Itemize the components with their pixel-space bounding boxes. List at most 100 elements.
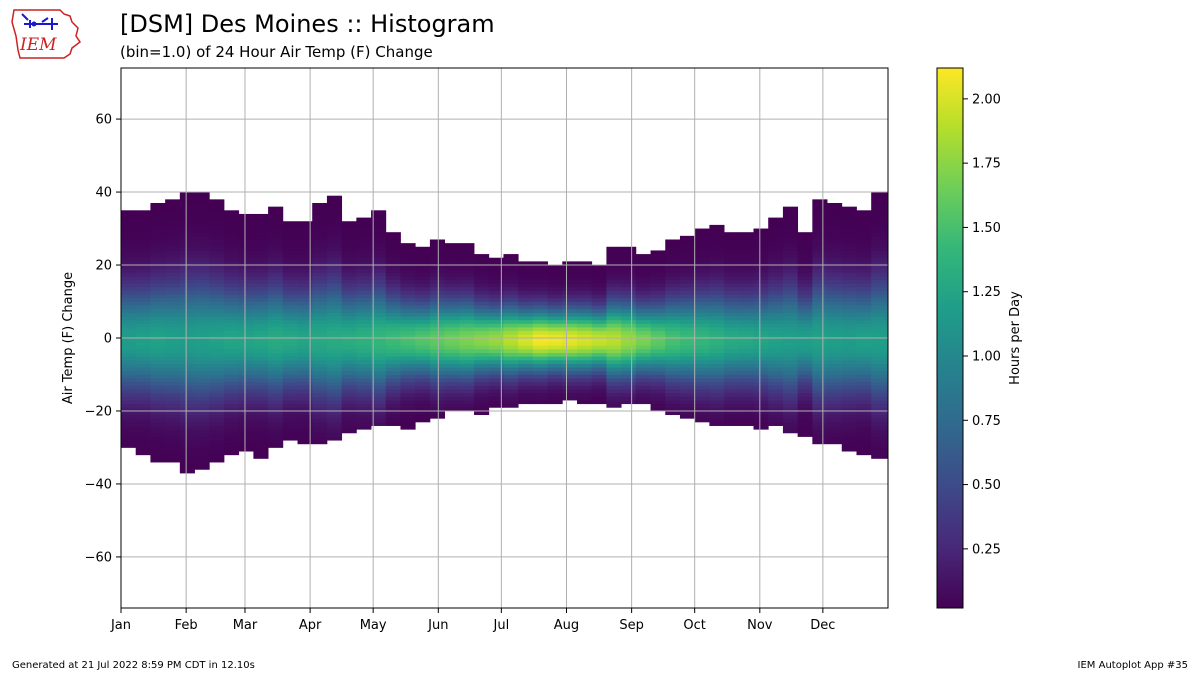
- heatmap-cell: [827, 370, 843, 375]
- heatmap-cell: [223, 407, 240, 412]
- heatmap-cell: [341, 400, 357, 405]
- heatmap-cell: [209, 385, 225, 390]
- heatmap-cell: [738, 297, 754, 302]
- heatmap-cell: [209, 338, 225, 343]
- heatmap-cell: [518, 356, 534, 361]
- heatmap-cell: [268, 338, 284, 343]
- heatmap-cell: [827, 378, 843, 383]
- heatmap-cell: [797, 243, 813, 248]
- heatmap-cell: [738, 294, 754, 299]
- heatmap-cell: [268, 381, 284, 386]
- heatmap-cell: [385, 341, 401, 346]
- heatmap-cell: [371, 308, 387, 313]
- heatmap-cell: [459, 319, 475, 324]
- heatmap-cell: [297, 305, 313, 310]
- heatmap-cell: [577, 341, 593, 346]
- heatmap-cell: [591, 378, 607, 383]
- heatmap-cell: [268, 410, 284, 416]
- heatmap-cell: [768, 312, 784, 317]
- heatmap-cell: [400, 327, 416, 332]
- heatmap-cell: [179, 385, 195, 390]
- heatmap-cell: [650, 250, 666, 255]
- heatmap-cell: [694, 359, 710, 364]
- heatmap-cell: [297, 410, 313, 416]
- heatmap-cell: [326, 356, 343, 361]
- heatmap-cell: [679, 389, 696, 394]
- heatmap-cell: [753, 385, 769, 390]
- heatmap-cell: [871, 312, 889, 317]
- heatmap-cell: [547, 396, 563, 401]
- heatmap-cell: [768, 308, 784, 313]
- heatmap-cell: [782, 286, 799, 291]
- heatmap-cell: [444, 400, 460, 405]
- heatmap-cell: [209, 210, 225, 215]
- heatmap-cell: [444, 370, 460, 375]
- heatmap-cell: [371, 286, 387, 291]
- heatmap-cell: [371, 217, 387, 222]
- heatmap-cell: [709, 334, 725, 339]
- heatmap-cell: [782, 243, 799, 248]
- heatmap-cell: [194, 261, 210, 266]
- heatmap-cell: [488, 396, 504, 401]
- heatmap-cell: [121, 432, 137, 437]
- heatmap-cell: [415, 381, 431, 386]
- heatmap-cell: [297, 272, 313, 277]
- heatmap-cell: [621, 396, 637, 401]
- heatmap-cell: [518, 338, 534, 343]
- heatmap-cell: [312, 265, 328, 270]
- heatmap-cell: [356, 403, 372, 408]
- heatmap-cell: [621, 352, 637, 357]
- heatmap-cell: [312, 363, 328, 368]
- heatmap-cell: [223, 283, 240, 288]
- heatmap-cell: [194, 203, 210, 208]
- heatmap-cell: [871, 210, 889, 215]
- heatmap-cell: [606, 286, 622, 291]
- heatmap-cell: [827, 345, 843, 350]
- heatmap-cell: [194, 414, 210, 419]
- heatmap-cell: [665, 330, 681, 335]
- heatmap-cell: [326, 389, 343, 394]
- heatmap-cell: [577, 396, 593, 401]
- heatmap-cell: [606, 396, 622, 401]
- heatmap-cell: [238, 243, 254, 248]
- heatmap-cell: [385, 243, 401, 248]
- heatmap-cell: [371, 279, 387, 284]
- heatmap-cell: [150, 400, 166, 405]
- heatmap-cell: [400, 425, 416, 430]
- heatmap-cell: [135, 279, 151, 284]
- heatmap-cell: [753, 301, 769, 306]
- heatmap-cell: [282, 363, 298, 368]
- heatmap-cell: [444, 327, 460, 332]
- heatmap-cell: [753, 228, 769, 233]
- heatmap-cell: [444, 403, 460, 408]
- iem-logo-text: IEM: [19, 35, 57, 55]
- heatmap-cell: [474, 400, 490, 405]
- heatmap-cell: [371, 334, 387, 339]
- heatmap-cell: [121, 279, 137, 284]
- heatmap-cell: [591, 334, 607, 339]
- heatmap-cell: [194, 319, 210, 324]
- heatmap-cell: [547, 356, 563, 361]
- heatmap-cell: [812, 440, 828, 445]
- heatmap-cell: [238, 429, 254, 434]
- heatmap-cell: [326, 199, 343, 204]
- heatmap-cell: [474, 265, 490, 270]
- heatmap-cell: [738, 250, 754, 255]
- heatmap-cell: [856, 239, 872, 244]
- heatmap-cell: [165, 421, 181, 426]
- heatmap-cell: [474, 392, 490, 397]
- heatmap-cell: [297, 381, 313, 386]
- heatmap-cell: [268, 440, 284, 445]
- heatmap-cell: [400, 250, 416, 255]
- heatmap-cell: [312, 352, 328, 357]
- heatmap-cell: [488, 374, 504, 379]
- heatmap-cell: [459, 290, 475, 295]
- heatmap-cell: [341, 385, 357, 390]
- heatmap-cell: [753, 410, 769, 416]
- heatmap-cell: [356, 224, 372, 229]
- heatmap-cell: [709, 257, 725, 262]
- heatmap-cell: [547, 297, 563, 302]
- heatmap-cell: [753, 290, 769, 295]
- heatmap-cell: [871, 410, 889, 416]
- heatmap-cell: [841, 348, 857, 353]
